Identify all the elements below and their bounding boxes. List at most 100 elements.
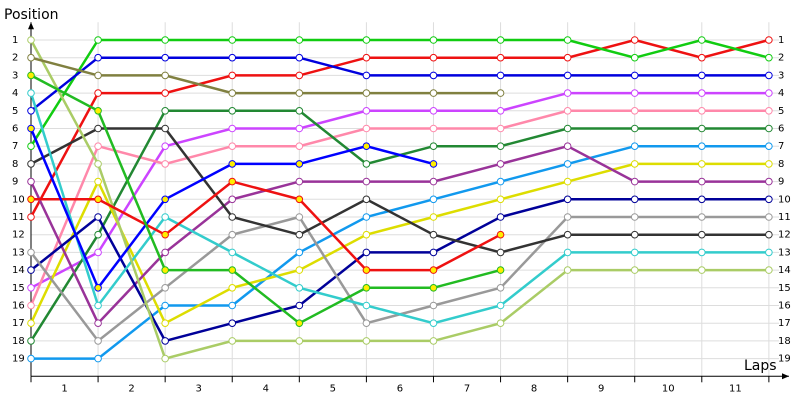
position-marker (630, 89, 639, 97)
position-marker (228, 89, 237, 97)
position-marker (362, 319, 371, 328)
y-tick-label-right: 16 (778, 301, 791, 312)
position-marker (228, 337, 237, 345)
position-marker (362, 53, 371, 62)
position-marker (295, 213, 304, 221)
position-marker (161, 71, 169, 80)
position-marker (630, 107, 639, 115)
y-tick-label-right: 11 (778, 212, 791, 223)
position-marker (496, 284, 505, 292)
position-marker (228, 36, 237, 44)
position-marker (161, 142, 169, 150)
position-marker (429, 177, 438, 186)
position-marker (161, 248, 169, 257)
position-marker (94, 177, 102, 186)
position-marker (27, 266, 35, 274)
y-tick-label-right: 10 (778, 194, 791, 205)
y-tick-label: 13 (12, 247, 25, 258)
y-tick-label: 6 (12, 124, 18, 135)
position-marker (27, 142, 35, 150)
position-marker (429, 266, 438, 274)
position-marker (94, 53, 102, 62)
position-marker (228, 142, 237, 150)
position-marker (94, 319, 102, 328)
position-marker (765, 195, 773, 204)
position-marker (496, 195, 505, 204)
position-marker (563, 195, 572, 204)
y-axis-arrow (28, 22, 34, 30)
y-tick-label: 15 (12, 283, 25, 294)
position-marker (27, 354, 35, 363)
position-marker (27, 284, 35, 292)
position-marker (630, 160, 639, 168)
position-marker (429, 230, 438, 239)
position-marker (765, 107, 773, 115)
position-marker (161, 337, 169, 345)
position-marker (295, 71, 304, 80)
y-tick-label-right: 6 (778, 124, 784, 135)
series-line (29, 144, 769, 326)
position-marker (161, 124, 169, 133)
y-tick-label-right: 15 (778, 283, 791, 294)
position-marker (429, 284, 438, 292)
position-marker (295, 284, 304, 292)
position-marker (27, 71, 35, 80)
y-tick-label: 9 (12, 177, 18, 188)
position-marker (496, 319, 505, 328)
y-tick-label: 10 (12, 194, 25, 205)
position-marker (697, 53, 706, 62)
position-marker (563, 53, 572, 62)
position-marker (563, 230, 572, 239)
position-marker (161, 36, 169, 44)
x-tick-label: 10 (662, 383, 675, 394)
position-marker (563, 71, 572, 80)
position-marker (765, 266, 773, 274)
position-marker (429, 337, 438, 345)
position-marker (362, 177, 371, 186)
y-tick-label: 19 (12, 354, 25, 365)
position-marker (161, 354, 169, 363)
position-marker (94, 301, 102, 310)
position-marker (295, 337, 304, 345)
position-marker (362, 71, 371, 80)
y-tick-label-right: 1 (778, 35, 784, 46)
position-marker (94, 213, 102, 221)
y-tick-label-right: 7 (778, 141, 784, 152)
y-tick-label: 7 (12, 141, 18, 152)
position-marker (630, 213, 639, 221)
y-tick-label: 1 (12, 35, 18, 46)
position-marker (27, 248, 35, 257)
position-marker (295, 248, 304, 257)
position-marker (295, 195, 304, 204)
position-marker (161, 284, 169, 292)
position-marker (27, 301, 35, 310)
position-marker (496, 248, 505, 257)
position-marker (496, 266, 505, 274)
position-marker (94, 195, 102, 204)
position-marker (496, 71, 505, 80)
position-marker (94, 36, 102, 44)
position-marker (765, 142, 773, 150)
position-marker (630, 71, 639, 80)
y-tick-label-right: 19 (778, 354, 791, 365)
position-marker (496, 89, 505, 97)
position-marker (429, 195, 438, 204)
position-marker (429, 53, 438, 62)
x-tick-label: 1 (61, 383, 67, 394)
position-marker (429, 319, 438, 328)
y-tick-label: 18 (12, 336, 25, 347)
position-marker (94, 230, 102, 239)
position-marker (429, 36, 438, 44)
position-marker (27, 177, 35, 186)
position-marker (697, 36, 706, 44)
position-marker (765, 248, 773, 257)
position-marker (697, 160, 706, 168)
position-marker (765, 53, 773, 62)
position-marker (228, 284, 237, 292)
position-marker (295, 160, 304, 168)
y-tick-label: 5 (12, 106, 18, 117)
position-marker (563, 124, 572, 133)
position-marker (630, 266, 639, 274)
